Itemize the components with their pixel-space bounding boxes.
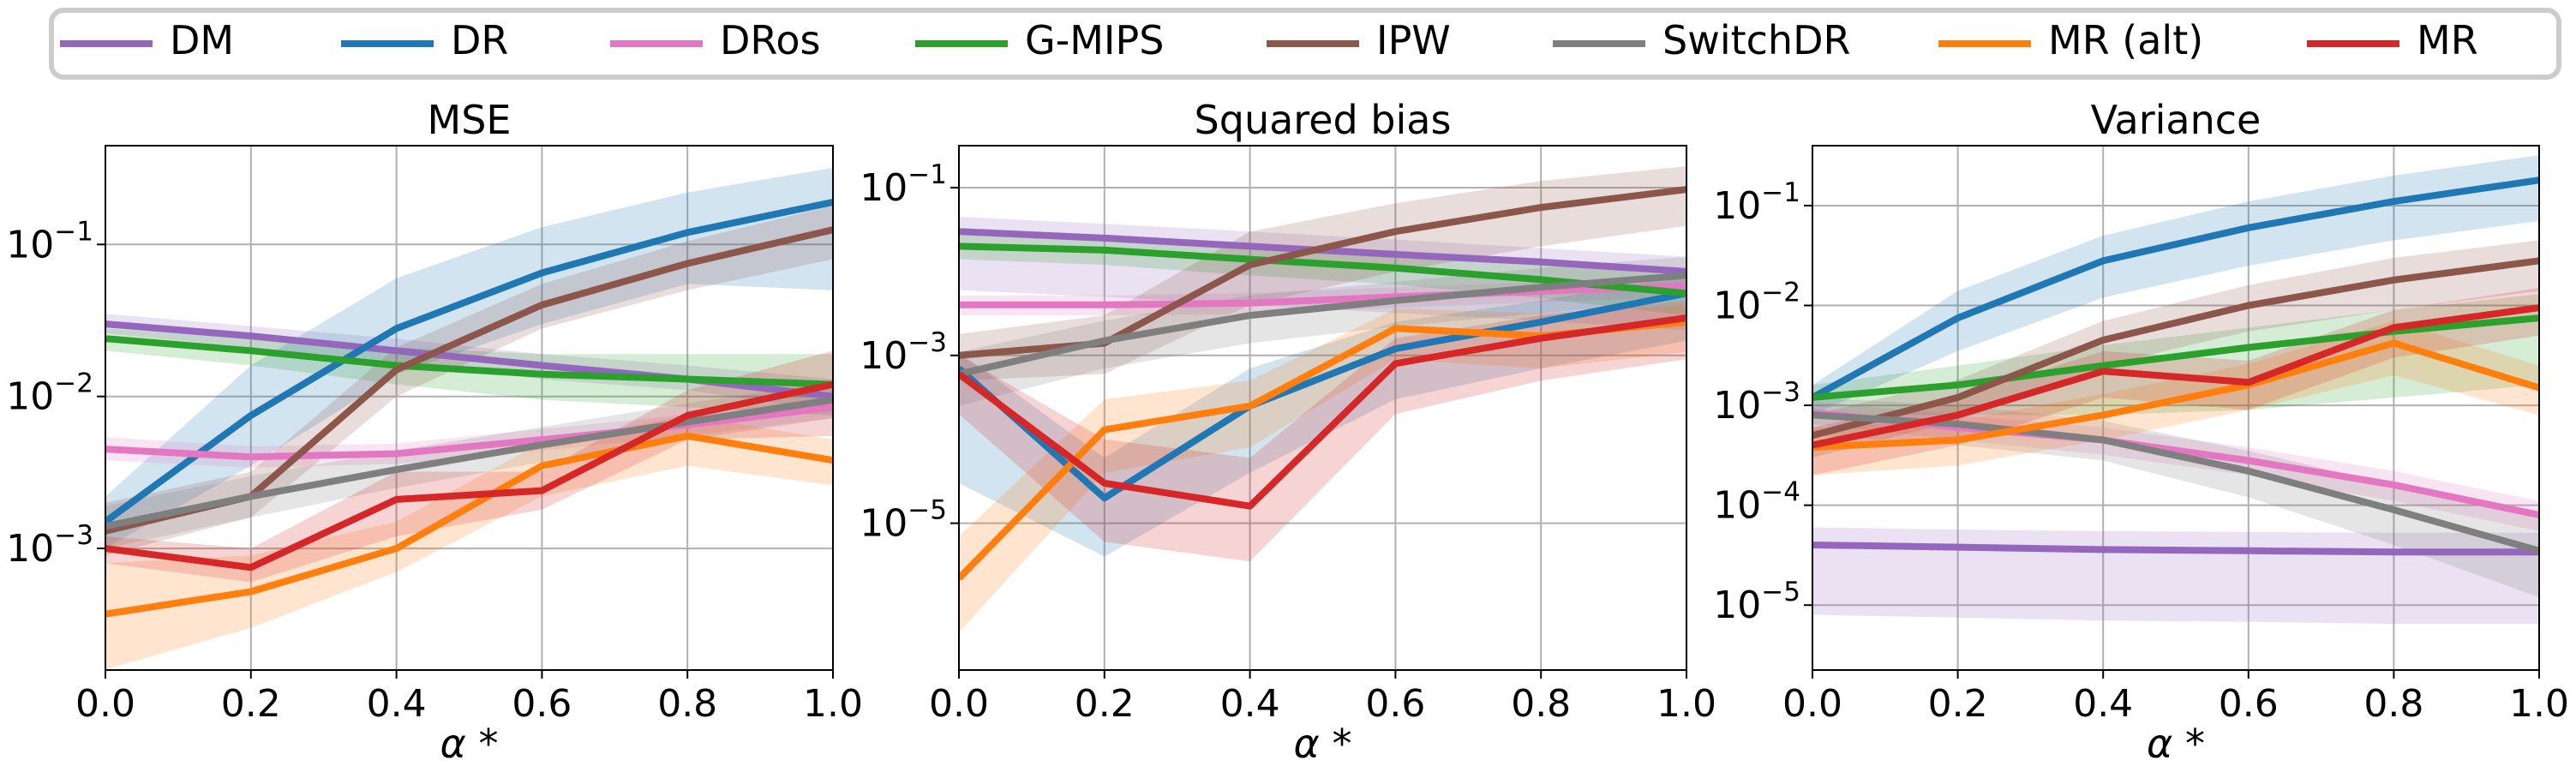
series-line-dr — [959, 290, 1686, 502]
x-tick-label-5: 1.0 — [2509, 682, 2569, 726]
series-line-mr — [1812, 304, 2539, 449]
x-tick-label-3: 0.6 — [1365, 682, 1425, 726]
x-tick-label-1: 0.2 — [1075, 682, 1135, 726]
x-tick-label-5: 1.0 — [1656, 682, 1716, 726]
panel-title: MSE — [428, 97, 512, 143]
legend-label-mr: MR — [2417, 17, 2478, 63]
series-line-mr — [959, 314, 1686, 510]
series-line-switchdr — [105, 396, 833, 530]
series-lines — [959, 186, 1686, 581]
y-tick-label-3: 10−4 — [1713, 477, 1800, 528]
series-lines — [105, 198, 833, 618]
x-tick-label-1: 0.2 — [1928, 682, 1988, 726]
band-switchdr — [1812, 397, 2539, 597]
x-axis-label: α * — [440, 721, 499, 767]
legend: DM DR DRos G-MIPS IPW SwitchDR MR (alt) MR — [49, 8, 2561, 80]
series-line-g-mips — [1812, 314, 2539, 401]
panel-title: Variance — [2091, 97, 2261, 143]
y-tick-label-0: 10−1 — [6, 216, 93, 266]
band-dros — [105, 396, 833, 468]
legend-label-switchdr: SwitchDR — [1662, 17, 1850, 63]
y-tick-label-4: 10−5 — [1713, 577, 1800, 627]
band-dr — [1812, 155, 2539, 416]
legend-item-dr: DR — [341, 17, 508, 63]
band-mr-alt — [105, 415, 833, 670]
legend-item-dm: DM — [60, 17, 234, 63]
x-tick-label-0: 0.0 — [1782, 682, 1842, 726]
series-line-mr-alt — [105, 432, 833, 618]
legend-item-ipw: IPW — [1267, 17, 1451, 63]
y-tick-label-1: 10−3 — [860, 327, 947, 378]
legend-label-dm: DM — [170, 17, 234, 63]
x-axis-label: α * — [2147, 721, 2205, 767]
series-line-switchdr — [959, 272, 1686, 378]
legend-label-ipw: IPW — [1376, 17, 1451, 63]
panel-title: Squared bias — [1195, 97, 1452, 143]
panel-mse: 0.0 0.2 0.4 0.6 0.8 1.0 10−1 10−2 10−3 MSE α * — [6, 97, 863, 767]
legend-item-mr: MR — [2307, 17, 2478, 63]
x-tick-label-2: 0.4 — [1220, 682, 1280, 726]
legend-item-mr-alt: MR (alt) — [1938, 17, 2203, 63]
legend-item-switchdr: SwitchDR — [1553, 17, 1850, 63]
series-line-dros — [105, 404, 833, 461]
series-line-dr — [1812, 177, 2539, 401]
plot-frame — [105, 145, 834, 671]
series-line-mr — [105, 380, 833, 572]
plot-frame — [1812, 145, 2540, 671]
y-tick-label-2: 10−3 — [6, 520, 93, 571]
legend-item-g-mips: G-MIPS — [915, 17, 1164, 63]
x-tick-label-0: 0.0 — [929, 682, 989, 726]
legend-label-mr-alt: MR (alt) — [2048, 17, 2203, 63]
series-line-ipw — [1812, 257, 2539, 440]
x-tick-label-3: 0.6 — [2219, 682, 2279, 726]
legend-entries: DM DR DRos G-MIPS IPW SwitchDR MR (alt) MR — [60, 17, 2478, 63]
panel-squared-bias: 0.0 0.2 0.4 0.6 0.8 1.0 10−1 10−3 10−5 Squared bi… — [860, 97, 1716, 767]
x-tick-label-2: 0.4 — [367, 682, 427, 726]
x-tick-label-1: 0.2 — [221, 682, 281, 726]
y-tick-label-0: 10−1 — [1713, 177, 1800, 228]
x-tick-label-3: 0.6 — [512, 682, 572, 726]
x-tick-label-4: 0.8 — [1511, 682, 1571, 726]
y-tick-label-2: 10−5 — [860, 495, 947, 546]
series-lines — [1812, 177, 2539, 556]
y-tick-label-2: 10−3 — [1713, 377, 1800, 428]
x-tick-label-4: 0.8 — [657, 682, 717, 726]
legend-label-dros: DRos — [720, 17, 820, 63]
panel-variance: 0.0 0.2 0.4 0.6 0.8 1.0 10−1 10−2 10−3 10−4 10−5 Va… — [1713, 97, 2569, 767]
y-tick-label-0: 10−1 — [860, 159, 947, 210]
x-tick-label-0: 0.0 — [75, 682, 135, 726]
y-tick-label-1: 10−2 — [6, 368, 93, 419]
y-tick-label-1: 10−2 — [1713, 278, 1800, 328]
legend-label-dr: DR — [451, 17, 508, 63]
plot-frame — [958, 145, 1687, 671]
band-dr — [105, 167, 833, 549]
series-line-dr — [105, 198, 833, 525]
x-axis-label: α * — [1294, 721, 1352, 767]
band-dm — [959, 216, 1686, 331]
legend-label-g-mips: G-MIPS — [1025, 17, 1164, 63]
x-tick-label-5: 1.0 — [803, 682, 863, 726]
legend-item-dros: DRos — [610, 17, 820, 63]
x-tick-label-4: 0.8 — [2363, 682, 2423, 726]
series-line-g-mips — [105, 335, 833, 388]
x-tick-label-2: 0.4 — [2073, 682, 2133, 726]
series-line-dros — [959, 282, 1686, 308]
band-switchdr — [105, 381, 833, 549]
series-line-dm — [1812, 542, 2539, 556]
series-line-mr-alt — [1812, 339, 2539, 452]
